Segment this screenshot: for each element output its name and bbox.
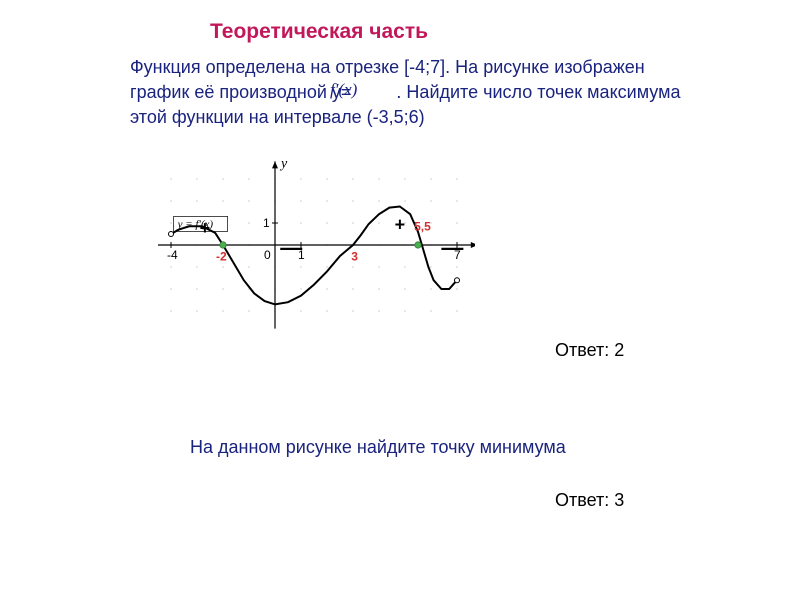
svg-text:y: y — [279, 156, 288, 171]
derivative-chart: xy-41710y = f′(x)++——-235,5 — [145, 145, 475, 335]
section-title: Теоретическая часть — [210, 20, 428, 44]
formula-text: f′(x) — [330, 80, 357, 100]
problem-statement: Функция определена на отрезке [-4;7]. На… — [130, 55, 690, 131]
svg-text:3: 3 — [351, 249, 358, 263]
svg-text:1: 1 — [263, 216, 270, 230]
svg-text:—: — — [441, 235, 463, 260]
svg-text:+: + — [395, 215, 406, 235]
svg-text:—: — — [280, 235, 302, 260]
answer-1: Ответ: 2 — [555, 340, 624, 361]
svg-text:0: 0 — [264, 248, 271, 262]
question-2: На данном рисунке найдите точку минимума — [190, 435, 590, 460]
svg-text:+: + — [200, 218, 211, 238]
svg-text:5,5: 5,5 — [414, 220, 431, 234]
answer-2: Ответ: 3 — [555, 490, 624, 511]
svg-text:-4: -4 — [167, 248, 178, 262]
svg-text:-2: -2 — [216, 249, 227, 263]
chart-svg: xy-41710y = f′(x)++——-235,5 — [145, 145, 475, 335]
